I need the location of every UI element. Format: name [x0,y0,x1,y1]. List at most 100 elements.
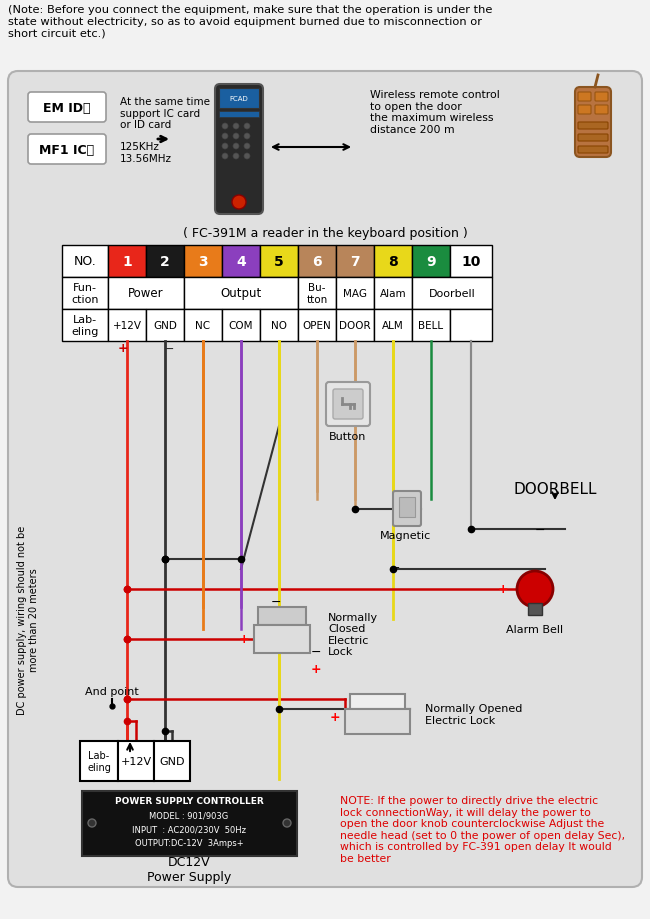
Bar [450,310,492,342]
Text: Output: Output [220,287,261,301]
Text: NC: NC [196,321,211,331]
Bar [62,310,108,342]
Bar [118,742,154,781]
Circle shape [244,144,250,150]
Text: FCAD: FCAD [229,96,248,102]
Text: Bu-
tton: Bu- tton [306,283,328,304]
Bar [298,310,336,342]
Bar [62,278,108,310]
Text: 2: 2 [160,255,170,268]
Text: −: − [391,562,400,573]
Text: Alam: Alam [380,289,406,299]
Text: Doorbell: Doorbell [428,289,475,299]
Bar [258,607,306,625]
Text: DC12V
Power Supply: DC12V Power Supply [147,855,231,883]
Text: 8: 8 [388,255,398,268]
Text: (Note: Before you connect the equipment, make sure that the operation is under t: (Note: Before you connect the equipment,… [8,5,493,39]
FancyBboxPatch shape [578,123,608,130]
Bar [108,278,184,310]
Bar [336,310,374,342]
Text: Lab-
eling: Lab- eling [72,315,99,336]
Text: POWER SUPPLY CONTROLLER: POWER SUPPLY CONTROLLER [114,797,263,806]
Text: DC power supply, wiring should not be
more than 20 meters: DC power supply, wiring should not be mo… [17,525,39,714]
Text: MAG: MAG [343,289,367,299]
Text: +: + [498,583,508,596]
Circle shape [233,153,239,160]
Circle shape [222,124,228,130]
Circle shape [222,144,228,150]
Bar [336,278,374,310]
Text: Button: Button [330,432,367,441]
Text: −: − [164,342,174,355]
FancyBboxPatch shape [578,147,608,153]
FancyBboxPatch shape [8,72,642,887]
Bar [412,278,492,310]
Bar [450,245,492,278]
FancyBboxPatch shape [393,492,421,527]
Text: 3: 3 [198,255,208,268]
Bar [222,310,260,342]
Bar [154,742,190,781]
Text: 1: 1 [122,255,132,268]
Bar [219,112,259,118]
FancyBboxPatch shape [326,382,370,426]
FancyBboxPatch shape [578,93,591,102]
Text: 7: 7 [350,255,360,268]
FancyBboxPatch shape [28,93,106,123]
Text: Magnetic: Magnetic [380,530,431,540]
Text: NO.: NO. [73,255,96,268]
Circle shape [222,153,228,160]
Bar [374,245,412,278]
Text: GND: GND [159,756,185,766]
Circle shape [517,572,553,607]
Text: GND: GND [153,321,177,331]
Text: −: − [311,645,321,658]
Bar [374,278,412,310]
Text: OPEN: OPEN [303,321,332,331]
Text: INPUT  : AC200/230V  50Hz: INPUT : AC200/230V 50Hz [132,824,246,834]
Text: +: + [118,342,128,355]
Text: ALM: ALM [382,321,404,331]
Bar [254,625,310,653]
Bar [184,245,222,278]
Bar [528,604,542,616]
Text: Lab-
eling: Lab- eling [87,751,111,772]
Text: +12V: +12V [120,756,151,766]
Text: 10: 10 [462,255,481,268]
Bar [146,310,184,342]
Bar [184,310,222,342]
Text: 4: 4 [236,255,246,268]
Text: 6: 6 [312,255,322,268]
Text: 125KHz
13.56MHz: 125KHz 13.56MHz [120,142,172,164]
FancyBboxPatch shape [595,93,608,102]
FancyBboxPatch shape [333,390,363,420]
Bar [62,245,108,278]
Text: Fun-
ction: Fun- ction [72,283,99,304]
Bar [82,791,297,857]
Text: Alarm Bell: Alarm Bell [506,624,564,634]
Text: BELL: BELL [419,321,443,331]
Text: Power: Power [128,287,164,301]
Circle shape [232,196,246,210]
Text: 9: 9 [426,255,436,268]
Text: DOOR: DOOR [339,321,370,331]
Bar [298,245,336,278]
Bar [336,245,374,278]
Bar [412,245,450,278]
Bar [184,278,298,310]
Text: +12V: +12V [112,321,142,331]
Bar [108,310,146,342]
Bar [260,310,298,342]
Text: At the same time
support IC card
or ID card: At the same time support IC card or ID c… [120,96,210,130]
FancyBboxPatch shape [578,106,591,115]
Circle shape [283,819,291,827]
Circle shape [222,134,228,140]
Text: DOORBELL: DOORBELL [514,482,597,497]
Text: −: − [535,523,545,536]
Circle shape [244,124,250,130]
Bar [298,278,336,310]
Bar [108,245,146,278]
Circle shape [244,153,250,160]
Bar [219,89,259,108]
FancyBboxPatch shape [215,85,263,215]
